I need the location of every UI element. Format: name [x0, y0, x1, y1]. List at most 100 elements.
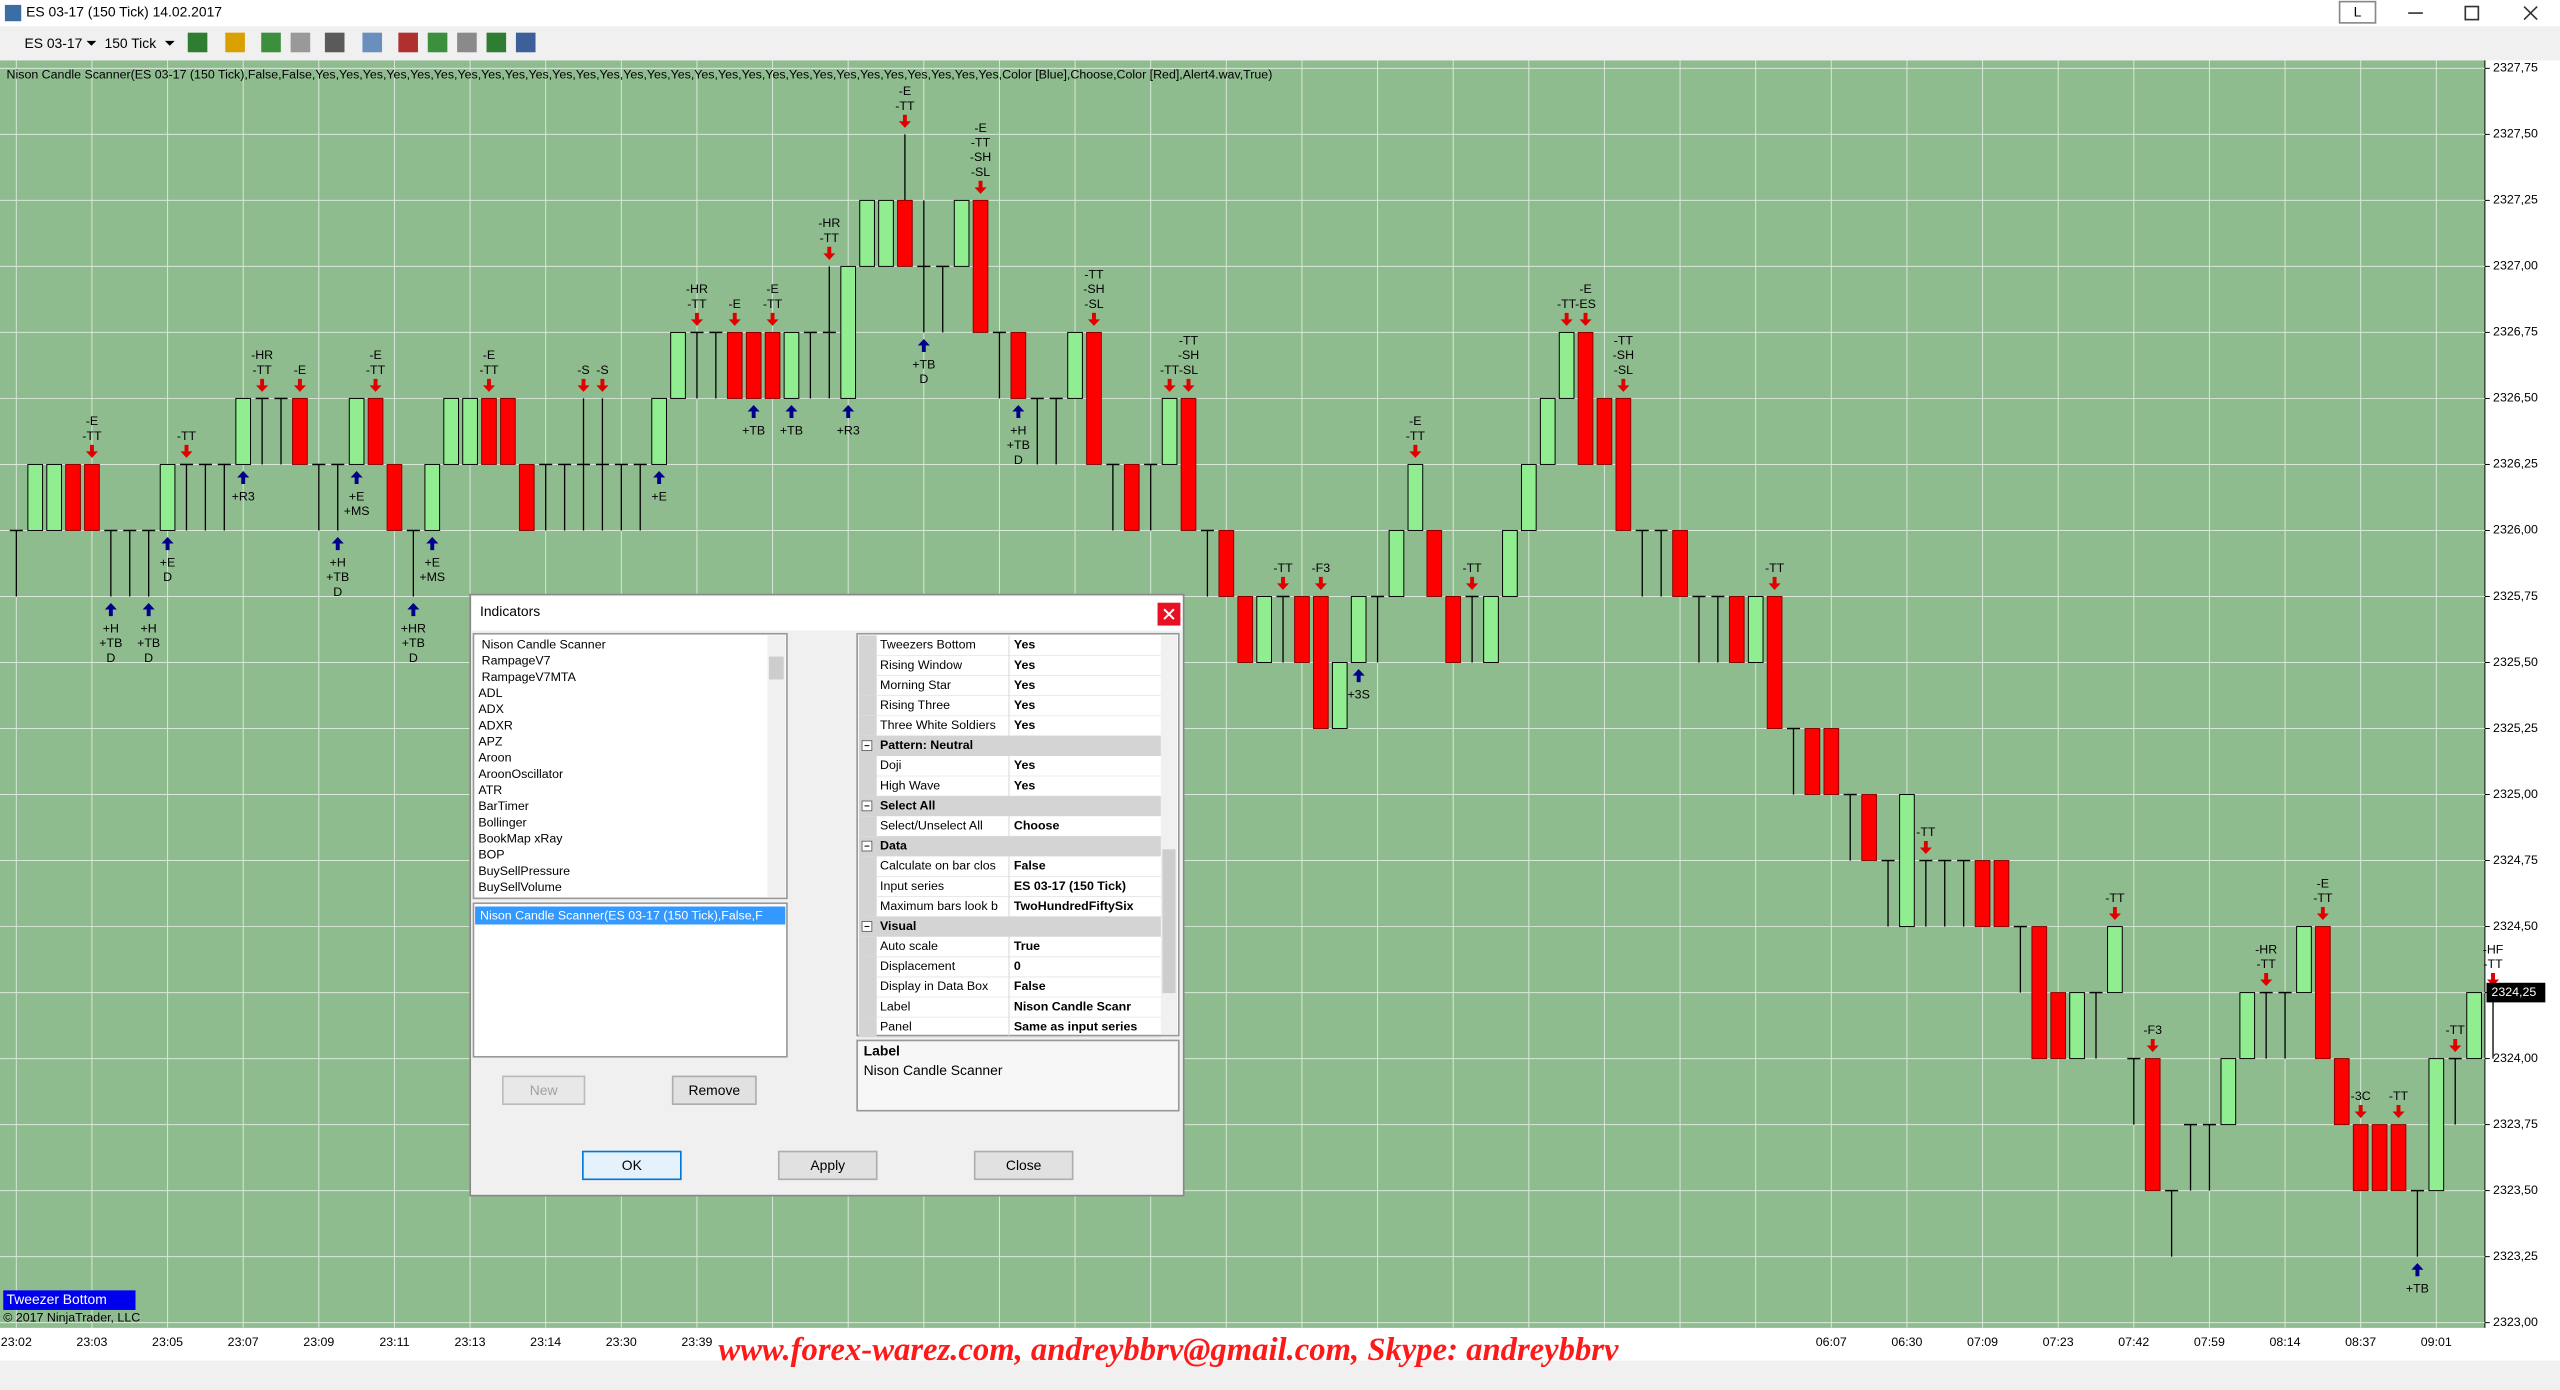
signal-label: -E: [729, 297, 741, 311]
icon[interactable]: [486, 32, 507, 53]
signal-label: -TT: [1614, 334, 1634, 348]
property-value[interactable]: Yes: [1014, 658, 1035, 672]
applied-item[interactable]: Nison Candle Scanner(ES 03-17 (150 Tick)…: [480, 909, 763, 923]
close-window[interactable]: [2523, 5, 2538, 21]
property-value[interactable]: Nison Candle Scanr: [1014, 999, 1131, 1013]
indicator-item[interactable]: RampageV7: [482, 654, 551, 668]
y-tick-label: 2326,75: [2493, 325, 2538, 339]
indicator-item[interactable]: ADXR: [478, 718, 513, 732]
applied-list[interactable]: [472, 902, 788, 1058]
property-value[interactable]: TwoHundredFiftySix: [1014, 899, 1134, 913]
close-button[interactable]: [973, 1150, 1074, 1181]
interval[interactable]: 150 Tick: [104, 35, 156, 51]
indicator-item[interactable]: APZ: [478, 734, 503, 748]
down-candle: [518, 463, 535, 531]
scroll-thumb[interactable]: [768, 656, 784, 680]
icon[interactable]: [261, 32, 281, 53]
icon[interactable]: [427, 32, 448, 53]
indicator-item[interactable]: BarTimer: [478, 799, 529, 813]
y-tick-label: 2323,50: [2493, 1183, 2538, 1197]
description-box: [856, 1039, 1180, 1112]
apply-button[interactable]: [777, 1150, 878, 1181]
indicator-item[interactable]: ADX: [478, 702, 504, 716]
icon[interactable]: [225, 32, 245, 53]
down-candle: [2333, 1058, 2350, 1126]
icon[interactable]: [362, 32, 383, 53]
down-candle: [2031, 926, 2048, 1060]
new-button[interactable]: [502, 1075, 586, 1105]
icon[interactable]: [324, 32, 345, 53]
badge-button[interactable]: [2338, 0, 2377, 24]
down-candle: [84, 463, 100, 531]
indicator-item[interactable]: Aroon: [478, 751, 511, 765]
property-value[interactable]: True: [1014, 939, 1040, 953]
remove-button[interactable]: [671, 1075, 757, 1105]
property-value[interactable]: Yes: [1014, 758, 1035, 772]
property-value[interactable]: False: [1014, 859, 1046, 873]
property-value[interactable]: Choose: [1014, 819, 1060, 833]
bearish-arrow: [974, 180, 987, 194]
indicator-item[interactable]: RampageV7MTA: [482, 670, 577, 684]
indicator-item[interactable]: AroonOscillator: [478, 767, 563, 781]
y-tick-label: 2324,50: [2493, 919, 2538, 933]
toolbar: [0, 26, 2560, 61]
property-name: Three White Soldiers: [880, 718, 996, 732]
watermark: www.forex-warez.com, andreybbrv@gmail.co…: [718, 1332, 1619, 1368]
bearish-arrow: [1560, 312, 1573, 326]
indicator-item[interactable]: BuySellVolume: [478, 880, 562, 894]
list-scrollbar[interactable]: [767, 635, 786, 897]
signal-label: +R3: [837, 423, 860, 437]
signal-label: -HR: [2255, 942, 2277, 956]
pattern-badge-text: Tweezer Bottom: [7, 1291, 107, 1307]
indicator-item[interactable]: Nison Candle Scanner: [482, 637, 606, 651]
up-candle: [859, 199, 875, 267]
icon[interactable]: [457, 32, 477, 53]
down-candle: [972, 199, 989, 333]
signal-label: -F3: [1312, 561, 1331, 575]
property-value[interactable]: Yes: [1014, 718, 1035, 732]
ok-button[interactable]: [582, 1150, 682, 1181]
bullish-arrow: [407, 603, 420, 617]
category-label: Data: [880, 839, 907, 853]
signal-label: -TT: [1557, 297, 1577, 311]
property-grid[interactable]: [856, 632, 1180, 1037]
indicator-item[interactable]: BookMap xRay: [478, 832, 563, 846]
indicator-list[interactable]: [472, 632, 788, 900]
property-value[interactable]: Yes: [1014, 698, 1035, 712]
signal-label: -E: [86, 414, 98, 428]
scrollbar[interactable]: [0, 1360, 2560, 1390]
signal-label: -TT: [2105, 891, 2125, 905]
instrument[interactable]: ES 03-17: [24, 35, 82, 51]
scroll-thumb[interactable]: [1162, 849, 1176, 994]
property-value[interactable]: False: [1014, 979, 1046, 993]
indicator-item[interactable]: BOP: [478, 848, 504, 862]
y-tick-label: 2326,50: [2493, 391, 2538, 405]
signal-label: -TT: [177, 429, 197, 443]
property-value[interactable]: Yes: [1014, 778, 1035, 792]
down-candle: [2315, 926, 2331, 1060]
x-tick-label: 07:42: [2118, 1335, 2149, 1349]
indicator-item[interactable]: BuySellPressure: [478, 864, 570, 878]
property-value[interactable]: 0: [1014, 959, 1021, 973]
icon[interactable]: [290, 32, 311, 53]
indicator-item[interactable]: Bollinger: [478, 815, 526, 829]
icon[interactable]: [398, 32, 418, 53]
indicator-item[interactable]: ATR: [478, 783, 502, 797]
icon[interactable]: [187, 32, 208, 53]
category-row: [858, 735, 1161, 756]
up-candle: [2069, 992, 2085, 1060]
bearish-arrow: [766, 312, 779, 326]
signal-label: +E: [160, 555, 176, 569]
property-value[interactable]: Yes: [1014, 638, 1035, 652]
signal-label: -E: [766, 282, 778, 296]
maximize[interactable]: [2464, 5, 2480, 21]
signal-label: -TT: [2257, 957, 2277, 971]
up-candle: [1747, 595, 1764, 663]
property-value[interactable]: ES 03-17 (150 Tick): [1014, 879, 1126, 893]
icon[interactable]: [515, 32, 536, 53]
property-value[interactable]: Same as input series: [1014, 1019, 1138, 1033]
property-value[interactable]: Yes: [1014, 678, 1035, 692]
indicator-item[interactable]: ADL: [478, 686, 502, 700]
property-margin: [858, 976, 877, 998]
